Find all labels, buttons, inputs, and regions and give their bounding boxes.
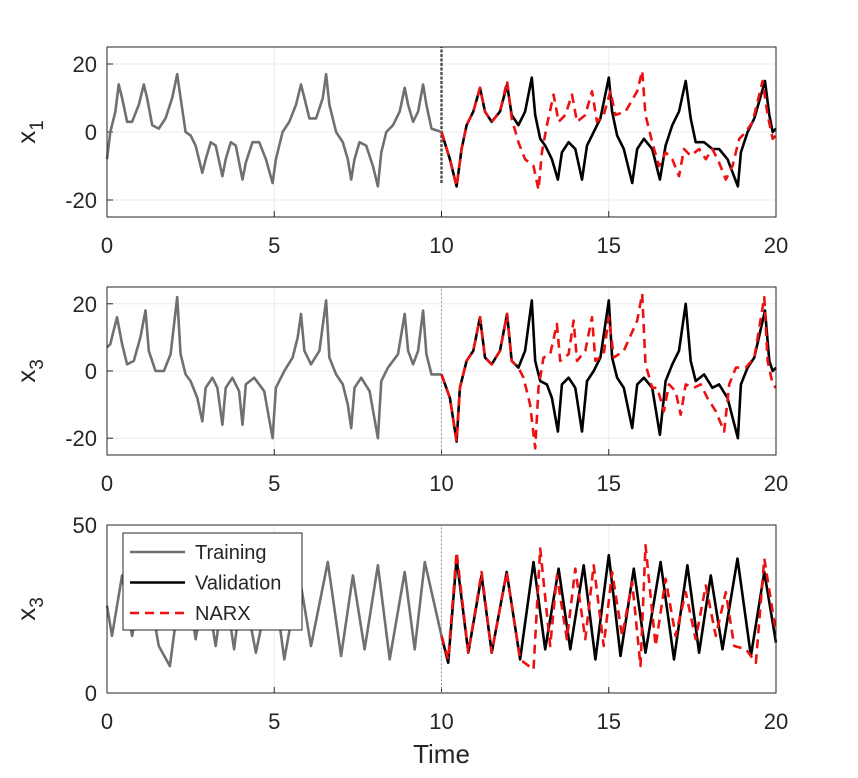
y-axis-label: x3 — [11, 359, 48, 383]
y-tick-label: 20 — [73, 52, 97, 77]
x-tick-label: 15 — [597, 709, 621, 734]
y-label-base: x — [11, 131, 41, 144]
series-line — [440, 69, 777, 192]
series-line — [105, 72, 442, 188]
y-tick-label: 0 — [85, 681, 97, 706]
y-tick-label: -20 — [65, 188, 97, 213]
legend: Training Validation NARX — [122, 532, 303, 631]
legend-label: Validation — [195, 573, 281, 595]
series-line — [440, 292, 777, 450]
x-tick-label: 20 — [764, 233, 788, 258]
y-tick-label: 20 — [73, 292, 97, 317]
x-tick-label: 5 — [268, 709, 280, 734]
y-tick-label: 0 — [85, 359, 97, 384]
x-tick-label: 20 — [764, 471, 788, 496]
series-line — [440, 543, 778, 671]
y-label-subscript: 1 — [27, 120, 48, 131]
series-line — [106, 295, 442, 440]
x-tick-label: 0 — [101, 233, 113, 258]
y-label-base: x — [11, 608, 41, 621]
x-tick-label: 15 — [597, 471, 621, 496]
axes-box — [106, 286, 777, 456]
x-tick-label: 0 — [101, 471, 113, 496]
x-tick-label: 10 — [429, 471, 453, 496]
x-tick-label: 0 — [101, 709, 113, 734]
axes-box — [106, 524, 777, 694]
y-label-subscript: 3 — [27, 359, 48, 370]
x-tick-label: 15 — [597, 233, 621, 258]
y-tick-label: -20 — [65, 426, 97, 451]
axes-box — [106, 46, 777, 218]
x-tick-label: 5 — [268, 233, 280, 258]
y-label-base: x — [11, 370, 41, 383]
series-line — [440, 76, 777, 188]
y-tick-label: 50 — [73, 513, 97, 538]
x-tick-label: 10 — [429, 233, 453, 258]
x-tick-label: 10 — [429, 709, 453, 734]
y-label-subscript: 3 — [27, 597, 48, 608]
series-line — [440, 553, 778, 665]
x-tick-label: 20 — [764, 709, 788, 734]
x-axis-label: Time — [413, 739, 470, 769]
y-tick-label: 0 — [85, 120, 97, 145]
x-tick-label: 5 — [268, 471, 280, 496]
y-axis-label: x1 — [11, 120, 48, 144]
y-axis-label: x3 — [11, 597, 48, 621]
legend-label: NARX — [195, 603, 251, 625]
legend-label: Training — [195, 542, 267, 564]
